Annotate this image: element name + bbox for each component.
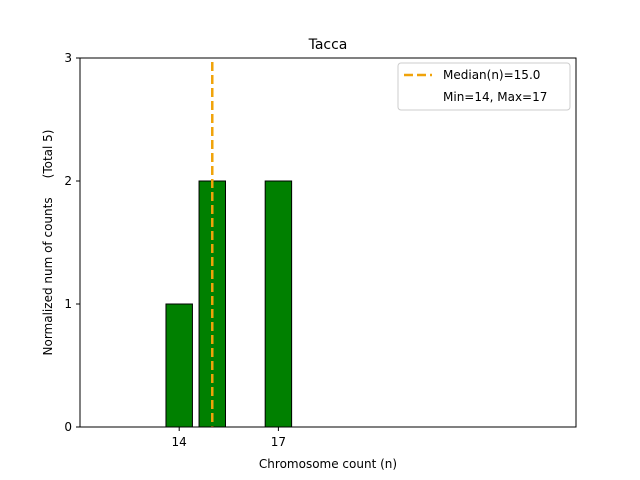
bars-group [165,180,293,428]
x-axis-ticks: 14 17 [172,427,286,449]
y-tick-label: 3 [64,51,72,65]
legend-box [397,62,571,111]
y-tick-label: 0 [64,420,72,434]
x-tick-label: 17 [271,435,286,449]
legend-median-label: Median(n)=15.0 [443,68,540,82]
bar-14 [165,303,193,428]
plot-frame [79,57,577,428]
x-tick-label: 14 [172,435,187,449]
y-tick-label: 2 [64,174,72,188]
y-axis-ticks: 0 1 2 3 [64,51,80,434]
y-axis-label: Normalized num of counts (Total 5) [41,130,55,356]
legend: Median(n)=15.0 Min=14, Max=17 [397,62,571,111]
chart-title: Tacca [308,37,348,53]
y-tick-label: 1 [64,297,72,311]
bar-17 [264,180,293,428]
x-axis-label: Chromosome count (n) [259,457,397,471]
legend-minmax-label: Min=14, Max=17 [443,90,547,104]
